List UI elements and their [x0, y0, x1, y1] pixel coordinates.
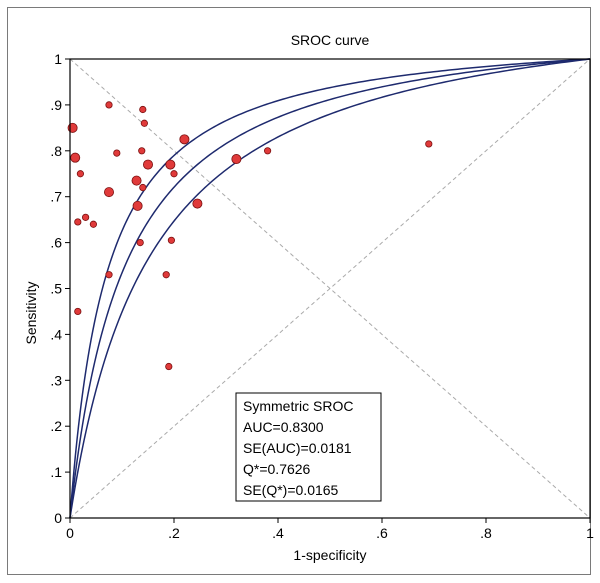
y-tick-label: .2 — [50, 418, 62, 434]
stats-legend: Symmetric SROC AUC=0.8300 SE(AUC)=0.0181… — [236, 393, 381, 501]
y-axis-label: Sensitivity — [23, 281, 39, 344]
study-point — [193, 199, 202, 208]
study-point — [68, 123, 77, 132]
y-tick-label: .6 — [50, 235, 62, 251]
y-tick-label: 0 — [54, 510, 62, 526]
y-tick-label: .5 — [50, 281, 62, 297]
x-axis-ticks: 0 .2 .4 .6 .8 1 — [66, 518, 594, 541]
x-tick-label: .6 — [376, 525, 388, 541]
study-point — [104, 188, 113, 197]
legend-auc: AUC=0.8300 — [243, 419, 324, 435]
data-points — [68, 102, 432, 370]
study-point — [71, 153, 80, 162]
study-point — [137, 239, 143, 245]
study-point — [140, 106, 146, 112]
x-tick-label: 0 — [66, 525, 74, 541]
study-point — [82, 214, 88, 220]
study-point — [426, 141, 432, 147]
y-tick-label: .9 — [50, 97, 62, 113]
study-point — [168, 237, 174, 243]
study-point — [106, 102, 112, 108]
legend-se-q-star: SE(Q*)=0.0165 — [243, 482, 339, 498]
study-point — [163, 272, 169, 278]
legend-se-auc: SE(AUC)=0.0181 — [243, 440, 352, 456]
study-point — [132, 176, 141, 185]
study-point — [140, 184, 146, 190]
study-point — [75, 219, 81, 225]
x-tick-label: 1 — [586, 525, 594, 541]
chart-title: SROC curve — [291, 32, 370, 48]
study-point — [171, 171, 177, 177]
y-tick-label: 1 — [54, 51, 62, 67]
y-tick-label: .8 — [50, 143, 62, 159]
study-point — [180, 135, 189, 144]
study-point — [75, 308, 81, 314]
x-tick-label: .2 — [168, 525, 180, 541]
legend-q-star: Q*=0.7626 — [243, 461, 311, 477]
study-point — [90, 221, 96, 227]
study-point — [166, 363, 172, 369]
study-point — [232, 154, 241, 163]
x-axis-label: 1-specificity — [293, 547, 366, 563]
study-point — [114, 150, 120, 156]
study-point — [143, 160, 152, 169]
y-tick-label: .7 — [50, 189, 62, 205]
y-tick-label: .3 — [50, 372, 62, 388]
study-point — [166, 160, 175, 169]
study-point — [77, 171, 83, 177]
x-tick-label: .8 — [480, 525, 492, 541]
y-tick-label: .4 — [50, 326, 62, 342]
x-tick-label: .4 — [272, 525, 284, 541]
study-point — [141, 120, 147, 126]
y-tick-label: .1 — [50, 464, 62, 480]
legend-title: Symmetric SROC — [243, 398, 353, 414]
study-point — [264, 148, 270, 154]
study-point — [106, 272, 112, 278]
study-point — [133, 201, 142, 210]
study-point — [139, 148, 145, 154]
y-axis-ticks: 0 .1 .2 .3 .4 .5 .6 .7 .8 .9 1 — [50, 51, 70, 526]
